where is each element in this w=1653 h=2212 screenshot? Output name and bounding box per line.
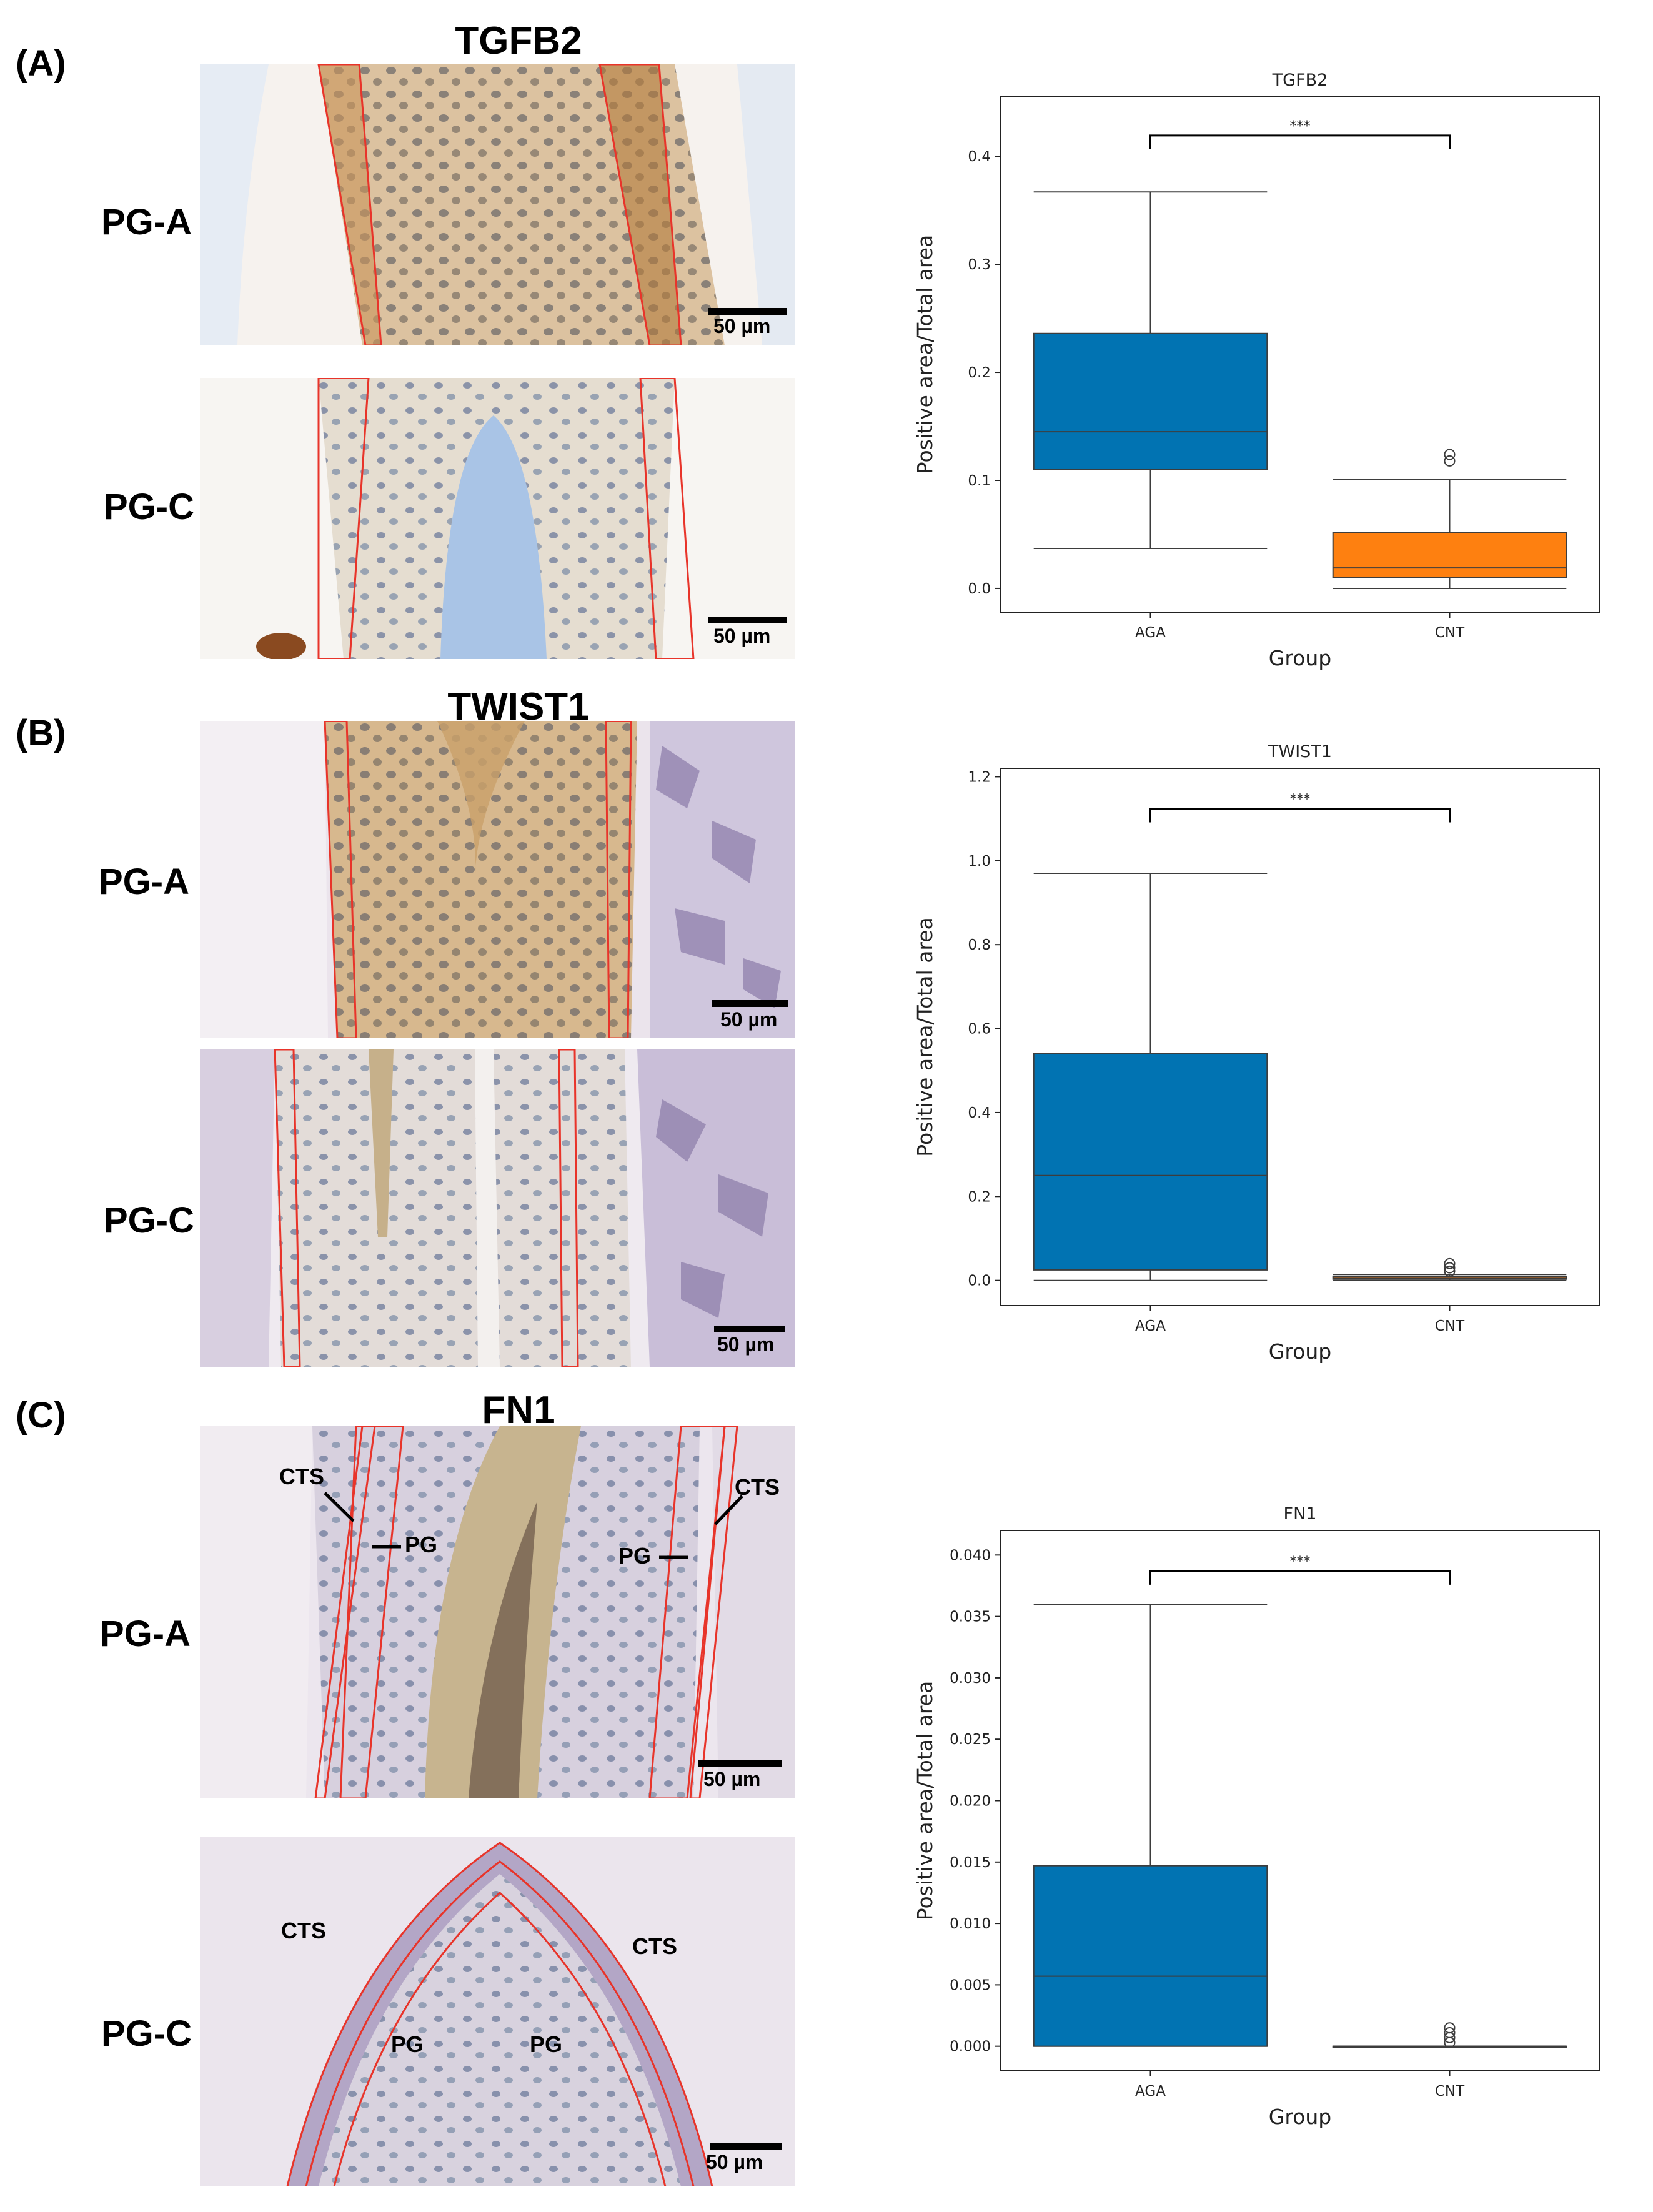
y-tick-label: 0.035 <box>950 1609 991 1625</box>
row-label-pg-a: PG-A <box>100 1614 191 1654</box>
chart-title: TWIST1 <box>1268 742 1332 761</box>
y-axis-label: Positive area/Total area <box>913 235 937 475</box>
significance-bracket <box>1149 1570 1451 1585</box>
box-aga <box>1033 332 1268 470</box>
significance-label: *** <box>1290 792 1311 808</box>
scale-bar-label: 50 µm <box>713 625 771 647</box>
scale-bar-label: 50 µm <box>717 1333 775 1356</box>
significance-label: *** <box>1290 1554 1311 1570</box>
box-aga <box>1033 1865 1268 2047</box>
y-tick-label: 0.4 <box>968 149 991 165</box>
outlier-point <box>1444 1262 1456 1274</box>
outlier-point <box>1444 449 1456 460</box>
pg-label: PG <box>405 1532 438 1557</box>
pg-label: PG <box>391 2031 424 2057</box>
row-label-pg-c: PG-C <box>101 2013 192 2054</box>
cts-label: CTS <box>279 1464 324 1489</box>
boxplot-tgfb2: TGFB2 0.0 0.1 0.2 0.3 0.4 AGA CNT Group Positive … <box>913 71 1600 670</box>
y-tick-label: 0.4 <box>968 1105 991 1121</box>
x-tick-label: AGA <box>1135 2083 1166 2100</box>
axes-frame <box>1000 768 1600 1306</box>
boxplot-fn1: FN1 0.000 0.005 0.010 0.015 0.020 0.025 0.030 0.… <box>913 1504 1600 2129</box>
micrograph-twist1-pg-c <box>200 1049 795 1367</box>
scale-bar <box>698 1760 782 1767</box>
chart-tgfb2: TGFB2 0.0 0.1 0.2 0.3 0.4 AGA CNT Group Positive … <box>912 62 1624 687</box>
y-tick-label: 1.2 <box>968 769 991 785</box>
micrograph-fn1-pg-a <box>200 1426 795 1798</box>
row-label-pg-c: PG-C <box>104 487 194 527</box>
boxplot-twist1: TWIST1 0.0 0.2 0.4 0.6 0.8 1.0 1.2 AGA CNT Group Po… <box>913 742 1600 1364</box>
chart-fn1: FN1 0.000 0.005 0.010 0.015 0.020 0.025 0.030 0.… <box>912 1480 1624 2136</box>
cts-label: CTS <box>632 1933 677 1959</box>
y-tick-label: 0.2 <box>968 1189 991 1205</box>
pg-label: PG <box>618 1543 652 1569</box>
y-tick-label: 0.015 <box>950 1855 991 1871</box>
outlier-point <box>1444 455 1456 467</box>
x-tick-label: CNT <box>1435 1318 1465 1334</box>
row-label-pg-c: PG-C <box>104 1200 194 1241</box>
pg-label: PG <box>530 2031 563 2057</box>
cts-label: CTS <box>281 1918 326 1943</box>
panel-letter-a: (A) <box>16 43 66 84</box>
scale-bar <box>708 308 787 315</box>
box-aga <box>1033 1053 1268 1271</box>
x-tick-label: CNT <box>1435 625 1465 641</box>
outlier-point <box>1444 1265 1456 1277</box>
micrograph-tgfb2-pg-a <box>200 64 795 345</box>
significance-label: *** <box>1290 119 1311 134</box>
y-tick-label: 0.3 <box>968 257 991 273</box>
y-tick-label: 0.040 <box>950 1547 991 1564</box>
y-tick-label: 0.1 <box>968 473 991 489</box>
cts-label: CTS <box>735 1474 780 1500</box>
outlier-point <box>1444 2022 1456 2034</box>
y-tick-label: 0.8 <box>968 937 991 953</box>
chart-title: TGFB2 <box>1272 71 1328 90</box>
y-tick-label: 0.025 <box>950 1732 991 1748</box>
significance-bracket <box>1149 134 1451 149</box>
micrograph-tgfb2-pg-c <box>200 378 795 659</box>
x-tick-label: CNT <box>1435 2083 1465 2100</box>
x-tick-label: AGA <box>1135 1318 1166 1334</box>
y-axis-label: Positive area/Total area <box>913 1681 937 1921</box>
x-tick-label: AGA <box>1135 625 1166 641</box>
axes-frame <box>1000 96 1600 613</box>
scale-bar <box>708 617 787 623</box>
y-tick-label: 0.2 <box>968 365 991 381</box>
y-tick-label: 0.005 <box>950 1977 991 1993</box>
scale-bar <box>710 2143 782 2150</box>
chart-twist1: TWIST1 0.0 0.2 0.4 0.6 0.8 1.0 1.2 AGA CNT Group Po… <box>912 725 1624 1374</box>
row-label-pg-a: PG-A <box>99 861 189 902</box>
x-axis-label: Group <box>1269 1339 1331 1364</box>
outlier-point <box>1444 1257 1456 1269</box>
y-axis-label: Positive area/Total area <box>913 917 937 1157</box>
scale-bar <box>712 1000 788 1007</box>
y-tick-label: 0.0 <box>968 1273 991 1289</box>
marker-title-fn1: FN1 <box>482 1389 555 1432</box>
significance-bracket <box>1149 808 1451 823</box>
panel-letter-b: (B) <box>16 713 66 753</box>
y-tick-label: 0.0 <box>968 581 991 597</box>
micrograph-twist1-pg-a <box>200 721 795 1038</box>
x-axis-label: Group <box>1269 2105 1331 2129</box>
scale-bar-label: 50 µm <box>713 315 771 337</box>
x-axis-label: Group <box>1269 646 1331 670</box>
panel-letter-c: (C) <box>16 1395 66 1436</box>
y-tick-label: 0.020 <box>950 1793 991 1810</box>
y-tick-label: 0.6 <box>968 1021 991 1038</box>
y-tick-label: 1.0 <box>968 853 991 870</box>
scale-bar <box>714 1326 785 1332</box>
box-cnt <box>1332 532 1567 578</box>
y-tick-label: 0.030 <box>950 1670 991 1687</box>
y-tick-label: 0.000 <box>950 2039 991 2055</box>
micrograph-fn1-pg-c <box>200 1837 795 2186</box>
scale-bar-label: 50 µm <box>720 1008 778 1031</box>
y-tick-label: 0.010 <box>950 1916 991 1932</box>
chart-title: FN1 <box>1284 1504 1317 1524</box>
scale-bar-label: 50 µm <box>703 1768 761 1790</box>
outlier-point <box>1444 2027 1456 2039</box>
scale-bar-label: 50 µm <box>706 2151 763 2173</box>
row-label-pg-a: PG-A <box>101 202 192 242</box>
marker-title-tgfb2: TGFB2 <box>455 19 582 62</box>
